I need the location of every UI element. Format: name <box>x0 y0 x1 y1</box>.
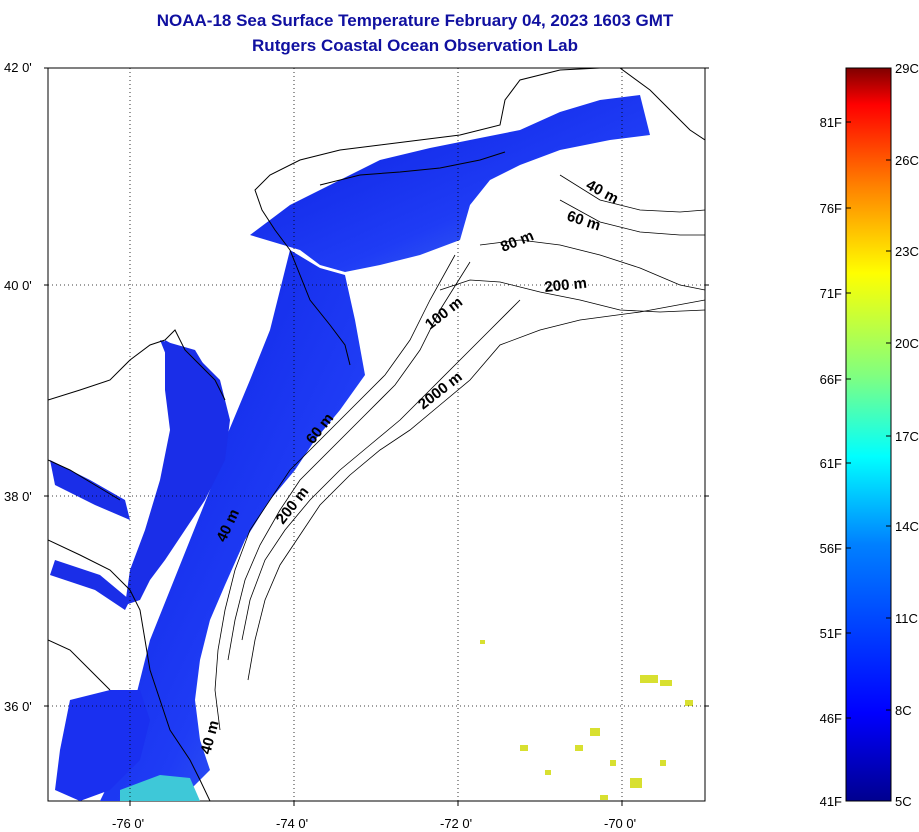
colorbar-celsius-label: 11C <box>895 611 918 626</box>
colorbar-fahrenheit-label: 51F <box>820 626 842 641</box>
map-subtitle: Rutgers Coastal Ocean Observation Lab <box>252 36 578 55</box>
sst-potomac <box>50 460 130 520</box>
colorbar-fahrenheit-label: 41F <box>820 794 842 809</box>
colorbar-fahrenheit-label: 66F <box>820 372 842 387</box>
lat-label-40: 40 0' <box>4 278 32 293</box>
lat-label-36: 36 0' <box>4 699 32 714</box>
lon-label-70: -70 0' <box>604 816 636 831</box>
sst-northeast <box>250 95 650 272</box>
colorbar-celsius-label: 5C <box>895 794 912 809</box>
sst-hatteras-warm <box>120 775 200 801</box>
sst-offshore-pixels <box>480 640 693 800</box>
colorbar-fahrenheit-label: 61F <box>820 456 842 471</box>
sst-delaware <box>160 340 215 410</box>
colorbar-celsius-label: 26C <box>895 153 919 168</box>
colorbar-fahrenheit-label: 46F <box>820 711 842 726</box>
lat-label-38: 38 0' <box>4 489 32 504</box>
colorbar-fahrenheit-label: 81F <box>820 115 842 130</box>
colorbar-celsius-label: 20C <box>895 336 919 351</box>
graticule <box>48 68 705 801</box>
colorbar-fahrenheit-label: 56F <box>820 541 842 556</box>
colorbar-celsius-label: 23C <box>895 244 919 259</box>
colorbar-celsius-label: 29C <box>895 61 919 76</box>
contour-label: 200 m <box>544 275 588 296</box>
colorbar-ticks <box>846 67 891 802</box>
axis-ticks <box>44 67 709 806</box>
coastline <box>48 68 705 801</box>
colorbar <box>845 67 892 802</box>
colorbar-celsius-label: 8C <box>895 703 912 718</box>
lon-label-76: -76 0' <box>112 816 144 831</box>
lon-label-72: -72 0' <box>440 816 472 831</box>
colorbar-celsius-label: 14C <box>895 519 919 534</box>
colorbar-fahrenheit-label: 71F <box>820 286 842 301</box>
colorbar-labels: 29C 26C 23C 20C 17C 14C 11C 8C 5C 81F 76F 71F 66F 61F… <box>820 61 919 809</box>
lat-label-42: 42 0' <box>4 60 32 75</box>
sst-midatlantic <box>100 250 365 801</box>
sst-pamlico <box>55 690 150 801</box>
map-title: NOAA-18 Sea Surface Temperature February… <box>156 11 674 30</box>
colorbar-fahrenheit-label: 76F <box>820 201 842 216</box>
lon-label-74: -74 0' <box>276 816 308 831</box>
sst-james <box>50 560 130 610</box>
colorbar-celsius-label: 17C <box>895 429 919 444</box>
